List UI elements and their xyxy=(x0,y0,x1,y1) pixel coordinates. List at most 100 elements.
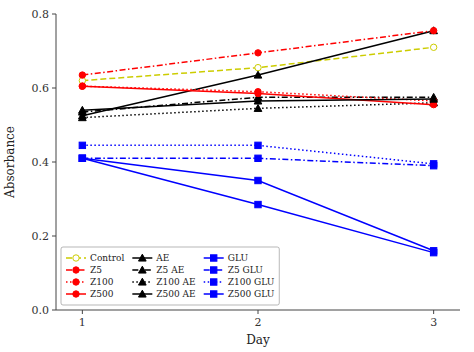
legend-label: GLU xyxy=(228,253,249,263)
legend-item: Z100 xyxy=(66,277,114,287)
y-tick xyxy=(52,162,56,163)
legend-label: Z500 AE xyxy=(156,289,195,299)
series xyxy=(79,95,438,113)
point xyxy=(254,71,262,78)
legend-marker xyxy=(211,255,217,261)
legend-item: Z5 xyxy=(66,265,102,275)
x-tick-label: 1 xyxy=(79,316,86,329)
series xyxy=(79,142,437,167)
y-tick xyxy=(52,310,56,311)
series-line xyxy=(82,31,433,116)
legend-item: GLU xyxy=(204,253,249,263)
legend-item: Z100 GLU xyxy=(204,277,275,287)
legend-item: Z500 GLU xyxy=(204,289,275,299)
point xyxy=(255,90,261,96)
point xyxy=(255,155,261,161)
y-tick xyxy=(52,14,56,15)
point xyxy=(430,95,438,102)
series xyxy=(79,83,437,108)
series xyxy=(79,27,438,119)
point xyxy=(254,105,262,112)
legend-marker xyxy=(138,290,146,297)
legend-marker xyxy=(73,291,79,297)
point xyxy=(79,155,85,161)
series-line xyxy=(82,31,433,75)
legend-label: Z100 AE xyxy=(156,277,195,287)
series-line xyxy=(82,47,433,80)
x-tick-label: 3 xyxy=(430,316,437,329)
series xyxy=(79,83,437,104)
chart: 1 2 3 0.0 0.2 0.4 0.6 0.8 Day Absorbance Control AE… xyxy=(0,0,474,352)
legend-marker xyxy=(211,267,217,273)
legend-marker xyxy=(138,266,146,273)
point xyxy=(79,106,87,113)
legend-label: AE xyxy=(155,253,169,263)
x-tick-label: 2 xyxy=(255,316,262,329)
series-line xyxy=(82,103,433,118)
series xyxy=(79,44,437,84)
x-axis-label: Day xyxy=(246,333,270,347)
y-tick-label: 0.0 xyxy=(32,304,50,317)
point xyxy=(255,50,261,56)
series-line xyxy=(82,86,433,105)
legend-item: Control xyxy=(66,253,124,263)
x-tick xyxy=(433,310,434,314)
series-line xyxy=(82,158,433,251)
legend-label: Z5 GLU xyxy=(228,265,264,275)
point xyxy=(79,72,85,78)
point xyxy=(430,27,438,34)
x-tick xyxy=(258,310,259,314)
legend-marker xyxy=(73,267,79,273)
legend-item: Z100 AE xyxy=(132,277,195,287)
x-tick xyxy=(82,310,83,314)
series-line xyxy=(82,158,433,252)
point xyxy=(255,64,261,70)
legend-label: Z500 GLU xyxy=(228,289,275,299)
y-tick-label: 0.4 xyxy=(32,156,50,169)
y-axis-label: Absorbance xyxy=(3,126,17,199)
series xyxy=(79,155,437,256)
y-tick-label: 0.8 xyxy=(32,8,50,21)
point xyxy=(79,155,85,161)
series-line xyxy=(82,97,433,112)
legend-label: Z5 xyxy=(90,265,102,275)
point xyxy=(430,27,436,33)
point xyxy=(79,83,85,89)
series xyxy=(79,155,437,169)
legend-item: Z500 AE xyxy=(132,289,195,299)
legend-box xyxy=(61,247,279,305)
legend: Control AE GLU Z5 Z5 AE Z5 GLU Z100 Z100 AE Z100… xyxy=(61,247,279,305)
legend-marker xyxy=(73,255,79,261)
point xyxy=(430,161,436,167)
legend-label: Z100 xyxy=(90,277,114,287)
point xyxy=(79,83,85,89)
point xyxy=(255,201,261,207)
series xyxy=(79,27,437,78)
y-tick-label: 0.2 xyxy=(32,230,50,243)
y-tick xyxy=(52,236,56,237)
legend-label: Control xyxy=(90,253,124,263)
legend-item: Z5 GLU xyxy=(204,265,264,275)
plot-area xyxy=(79,27,438,256)
y-tick xyxy=(52,88,56,89)
legend-label: Z500 xyxy=(90,289,114,299)
legend-item: Z500 xyxy=(66,289,114,299)
point xyxy=(79,114,87,121)
legend-label: Z100 GLU xyxy=(228,277,275,287)
point xyxy=(255,177,261,183)
y-tick-label: 0.6 xyxy=(32,82,50,95)
legend-marker xyxy=(73,279,79,285)
legend-marker xyxy=(211,291,217,297)
point xyxy=(79,155,85,161)
series xyxy=(79,93,438,115)
legend-label: Z5 AE xyxy=(156,265,184,275)
point xyxy=(430,248,436,254)
legend-marker xyxy=(138,254,146,261)
legend-item: Z5 AE xyxy=(132,265,184,275)
series xyxy=(79,155,437,254)
point xyxy=(430,44,436,50)
point xyxy=(79,142,85,148)
legend-marker xyxy=(138,278,146,285)
legend-item: AE xyxy=(132,253,169,263)
point xyxy=(255,142,261,148)
